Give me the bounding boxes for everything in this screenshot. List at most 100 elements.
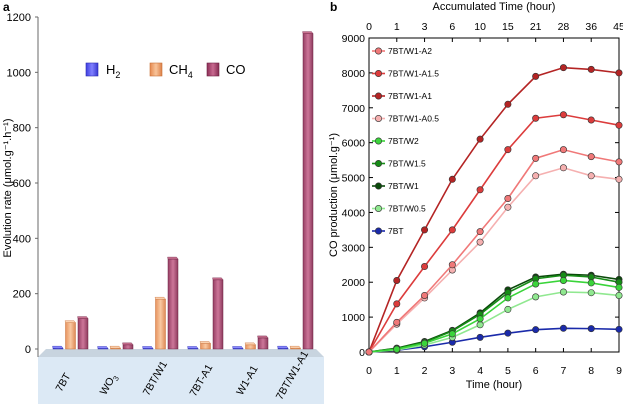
top-tick-label: 15 [502, 21, 514, 33]
series-line [368, 148, 620, 353]
data-point [421, 291, 429, 299]
data-point [559, 324, 567, 332]
y-tick-label: 400 [13, 233, 31, 245]
legend-label: 7BT/W1-A0.5 [388, 114, 439, 124]
x-tick-label: 8 [588, 365, 594, 377]
series-7bt-w1-a0-5 [365, 164, 623, 356]
y-tick-label: 200 [13, 289, 31, 301]
data-point [504, 329, 512, 337]
data-point [393, 345, 401, 353]
data-point [615, 121, 623, 129]
bar-ch4-w1-a1 [244, 342, 256, 350]
data-point [532, 293, 540, 301]
y-tick-label: 5000 [342, 173, 366, 185]
panel-a: a 0 200 400 600 800 1000 1200 Evolution rate (… [2, 0, 324, 404]
legend-label: 7BT/W1-A1 [388, 91, 432, 101]
bar-co-7bt-w1 [167, 256, 179, 350]
series-7bt [365, 324, 623, 356]
data-point [587, 289, 595, 297]
bar-h2-7bt-w1-a1 [277, 345, 289, 350]
bar-co-w1-a1 [257, 335, 269, 350]
y-tick-label: 9000 [342, 33, 366, 45]
data-point [532, 114, 540, 122]
legend-label: 7BT/W1-A2 [388, 46, 432, 56]
y-tick-label: 6000 [342, 138, 366, 150]
x-tick-label: 9 [616, 365, 622, 377]
data-point [615, 291, 623, 299]
y-tick-label: 600 [13, 178, 31, 190]
data-point [587, 279, 595, 287]
series-7bt-w1-a1 [365, 64, 623, 356]
data-point [559, 288, 567, 296]
panel-a-letter: a [3, 0, 10, 14]
legend-item-7bt-w1-a1-5: 7BT/W1-A1.5 [372, 69, 439, 79]
data-point [476, 228, 484, 236]
data-point [532, 172, 540, 180]
data-point [532, 154, 540, 162]
data-point [559, 164, 567, 172]
data-point [615, 175, 623, 183]
y-tick-label: 1000 [342, 312, 366, 324]
legend-swatch-co [206, 62, 220, 77]
top-tick-label: 28 [558, 21, 570, 33]
legend-item-7bt-w1-a0-5: 7BT/W1-A0.5 [372, 114, 439, 124]
bar-h2-7bt-a1 [187, 346, 199, 350]
panel-b-series [365, 64, 623, 356]
legend-item-7bt-w0-5: 7BT/W0.5 [372, 204, 426, 214]
data-point [587, 172, 595, 180]
legend-label: 7BT/W2 [388, 136, 419, 146]
data-point [559, 276, 567, 284]
top-tick-label: 0 [366, 21, 372, 33]
legend-label: 7BT/W1.5 [388, 159, 426, 169]
panel-b-top-axis-title: Accumulated Time (hour) [433, 1, 556, 13]
panel-b-x-axis-label: Time (hour) [466, 379, 522, 391]
data-point [532, 72, 540, 80]
y-tick-label: 1000 [7, 67, 31, 79]
legend-label-co: CO [226, 62, 246, 77]
top-tick-label: 21 [530, 21, 542, 33]
data-point [615, 325, 623, 333]
series-7bt-w1-5 [365, 271, 623, 356]
x-tick-label: 6 [533, 365, 539, 377]
x-tick-label: 3 [449, 365, 455, 377]
legend-swatch-h2 [85, 62, 99, 77]
bar-co-wo3 [122, 342, 134, 350]
bar-ch4-7bt [64, 320, 76, 350]
data-point [615, 283, 623, 291]
data-point [587, 273, 595, 281]
data-point [504, 194, 512, 202]
series-7bt-w1 [365, 270, 623, 356]
legend-label: 7BT/W1 [388, 181, 419, 191]
data-point [476, 333, 484, 341]
panel-a-y-ticks: 0 200 400 600 800 1000 1200 [7, 12, 38, 356]
x-tick-label: 5 [505, 365, 511, 377]
bar-ch4-7bt-w1 [154, 297, 166, 350]
legend-item-h2: H2 [85, 62, 120, 80]
bar-h2-7bt-w1 [142, 346, 154, 350]
panel-b-y-axis-label: CO production (μmol.g⁻¹) [328, 133, 340, 257]
data-point [559, 111, 567, 119]
panel-b: b Accumulated Time (hour) 0 1 3 6 10 15 21 28 36… [328, 0, 623, 391]
panel-b-legend: 7BT/W1-A2 7BT/W1-A1.5 7BT/W1-A1 7BT/W1-A0.5… [372, 46, 439, 236]
legend-label: 7BT/W1-A1.5 [388, 69, 439, 79]
bar-ch4-7bt-w1-a1 [289, 345, 301, 350]
legend-item-7bt-w1-a1: 7BT/W1-A1 [372, 91, 432, 101]
legend-item-7bt-w1-a2: 7BT/W1-A2 [372, 46, 432, 56]
series-line [368, 166, 620, 353]
data-point [532, 280, 540, 288]
panel-b-letter: b [330, 0, 337, 14]
panel-a-legend: H2 CH4 CO [85, 62, 246, 80]
legend-item-7bt-w1-5: 7BT/W1.5 [372, 159, 426, 169]
bar-co-7bt-a1 [212, 277, 224, 350]
data-point [504, 146, 512, 154]
bar-ch4-7bt-a1 [199, 341, 211, 350]
legend-label: 7BT/W0.5 [388, 204, 426, 214]
data-point [421, 263, 429, 271]
bar-ch4-wo3 [109, 345, 121, 350]
legend-label-h2: H2 [106, 62, 120, 80]
y-tick-label: 2000 [342, 277, 366, 289]
legend-item-7bt-w2: 7BT/W2 [372, 136, 419, 146]
bar-co-7bt [77, 316, 89, 350]
bar-h2-w1-a1 [232, 346, 244, 350]
top-tick-label: 10 [474, 21, 486, 33]
